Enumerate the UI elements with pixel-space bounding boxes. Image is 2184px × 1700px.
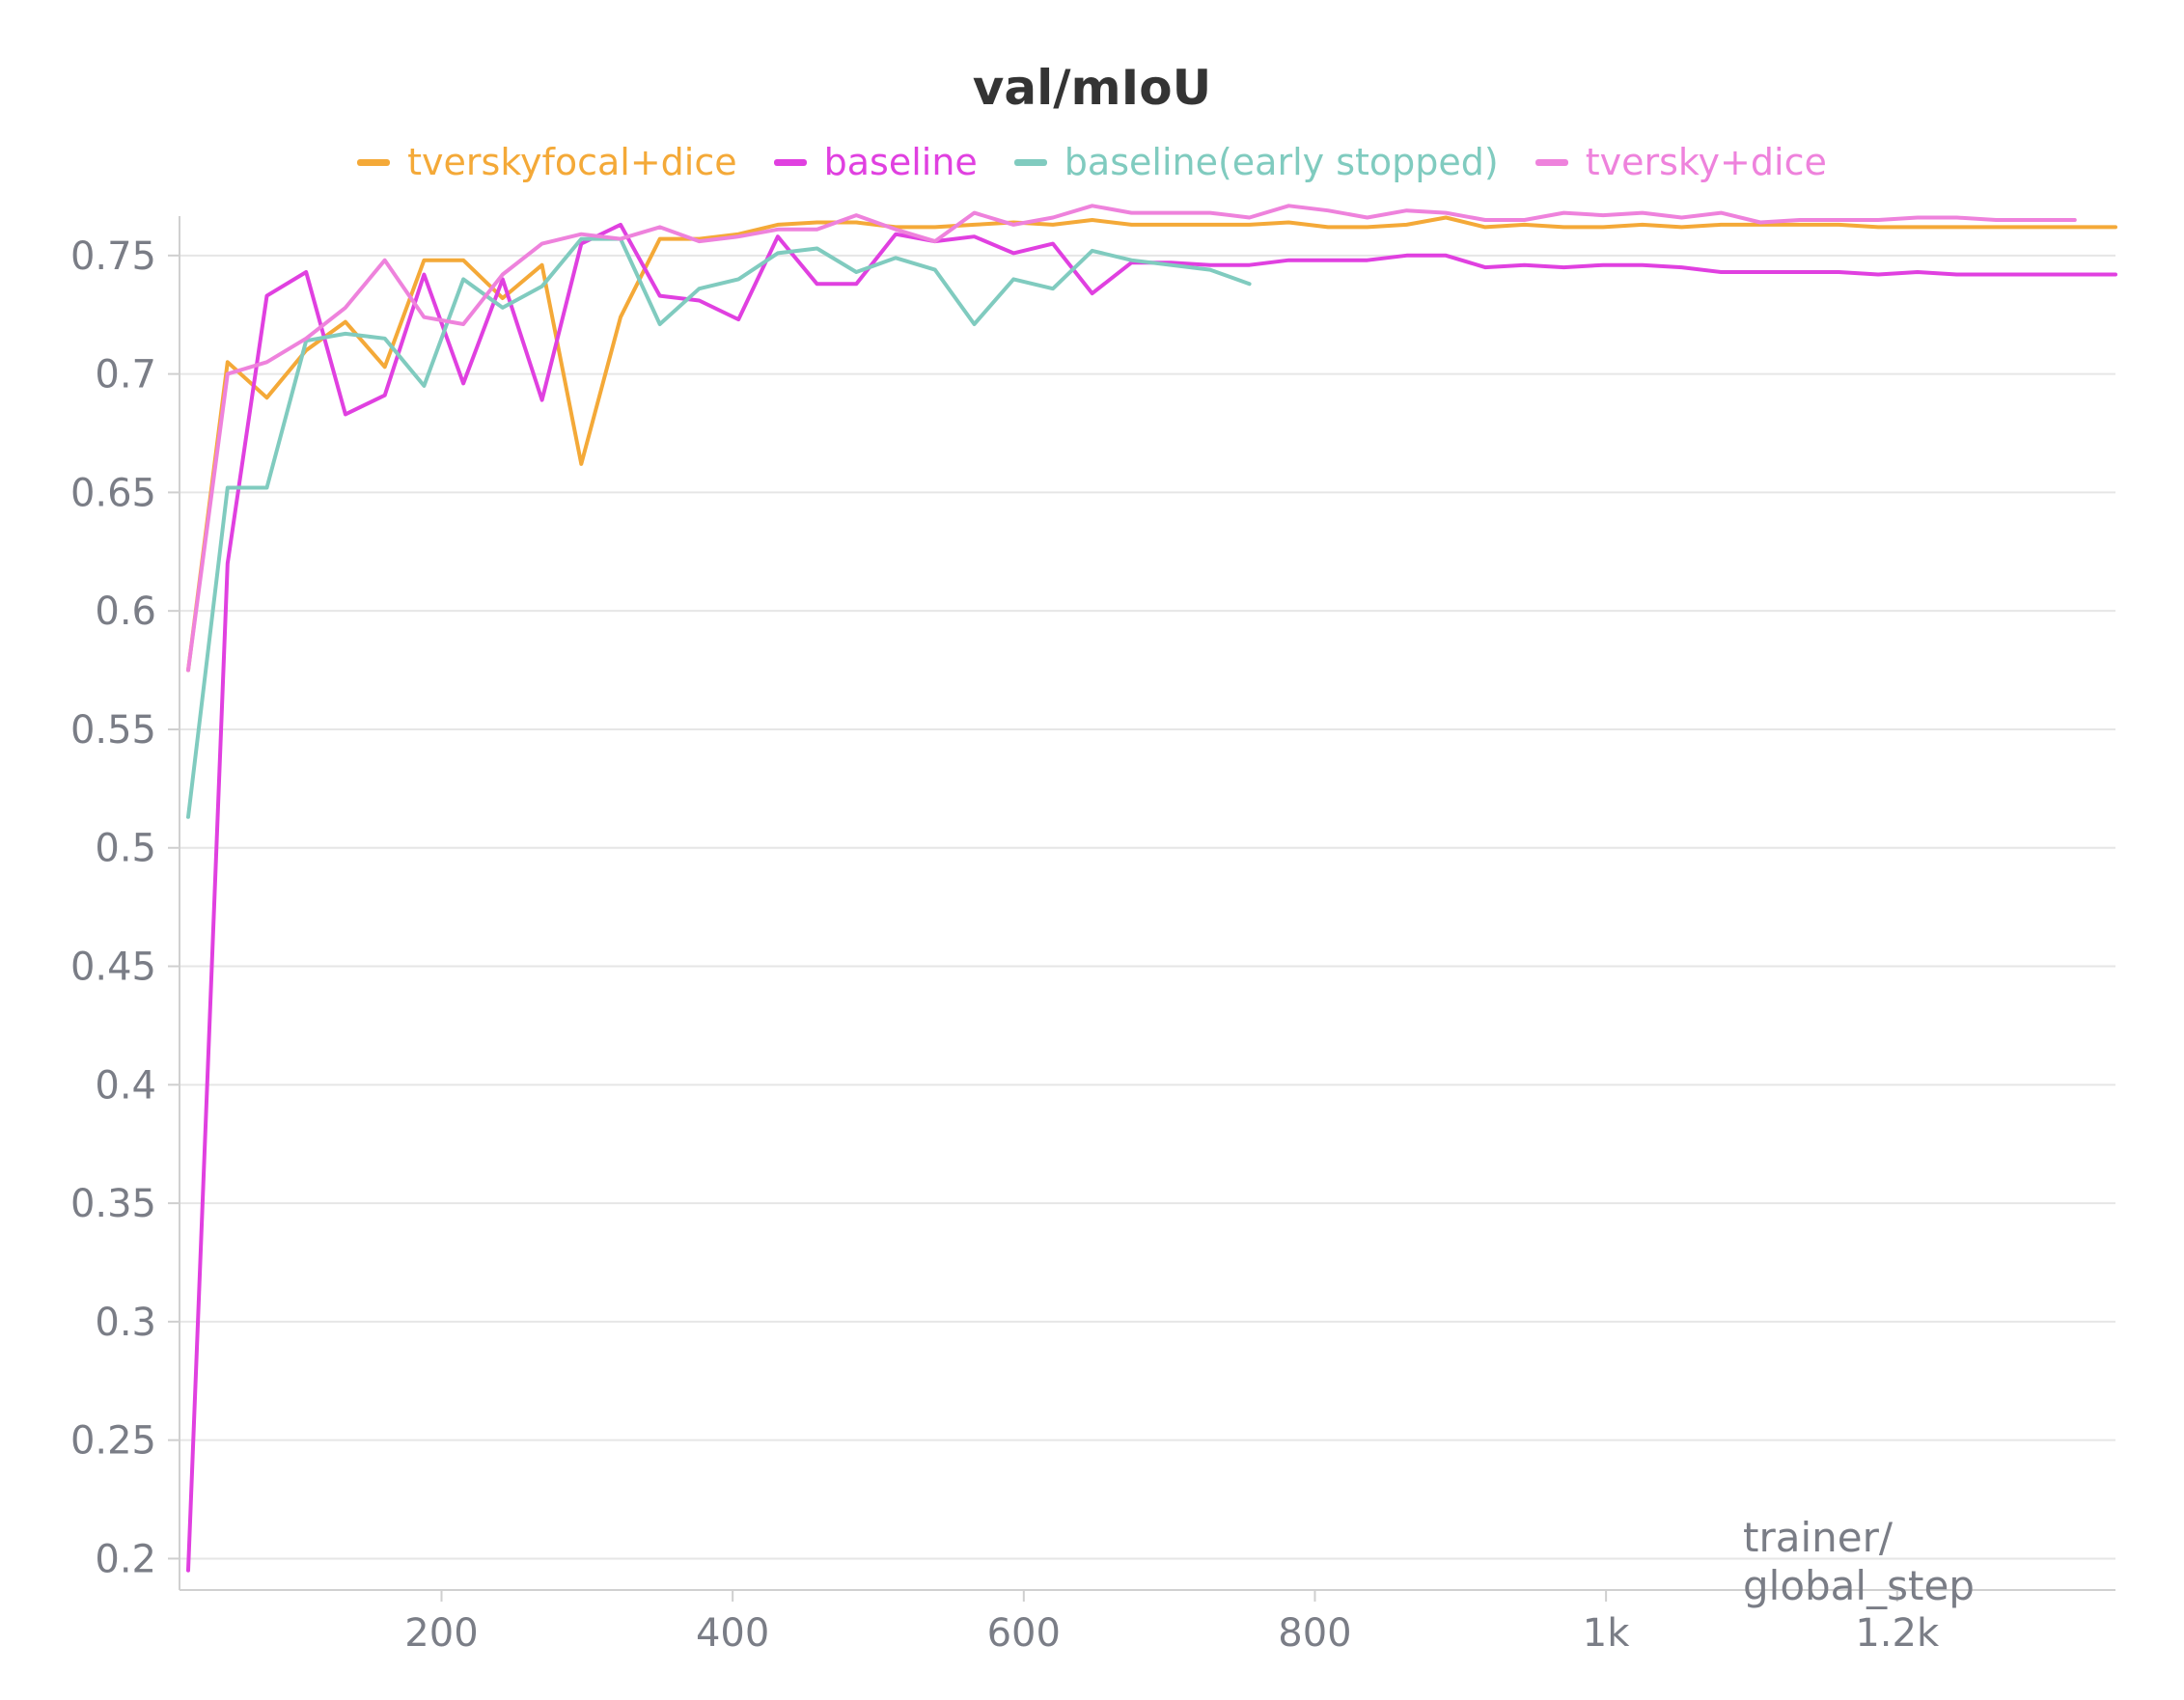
legend-item[interactable]: baseline(early stopped) xyxy=(1013,141,1499,183)
x-tick-label: 600 xyxy=(987,1611,1061,1656)
x-tick-label: 800 xyxy=(1278,1611,1351,1656)
legend-item[interactable]: baseline xyxy=(773,141,978,183)
legend-swatch xyxy=(773,158,807,166)
legend-item[interactable]: tversky+dice xyxy=(1534,141,1827,183)
series-line-baseline xyxy=(186,222,2117,1573)
chart-title: val/mIoU xyxy=(972,60,1212,116)
tick-labels: 0.2 0.25 0.3 0.35 0.4 0.45 0.5 0.55 0.6 0.65 0.7 0.… xyxy=(70,234,1975,1656)
y-tick-label: 0.2 xyxy=(95,1537,156,1581)
legend-swatch xyxy=(1534,158,1568,166)
x-tick-label: 400 xyxy=(696,1611,769,1656)
y-tick-label: 0.6 xyxy=(95,590,156,634)
y-tick-label: 0.5 xyxy=(95,827,156,871)
series-line-tverskyfocal-dice xyxy=(186,215,2117,672)
legend-label: baseline xyxy=(823,141,978,183)
series-line-baseline-early-stopped- xyxy=(186,236,1252,819)
x-tick-label: 1.2k xyxy=(1855,1611,1940,1656)
y-tick-label: 0.75 xyxy=(70,234,156,279)
x-tick-label: 200 xyxy=(404,1611,478,1656)
y-tick-label: 0.55 xyxy=(70,708,156,753)
y-tick-label: 0.3 xyxy=(95,1301,156,1345)
legend-swatch xyxy=(357,158,391,166)
legend-label: tversky+dice xyxy=(1585,141,1827,183)
gridlines xyxy=(180,254,2115,1560)
series-lines xyxy=(186,204,2117,1573)
axes xyxy=(168,216,2115,1602)
legend-swatch xyxy=(1013,158,1047,166)
y-tick-label: 0.45 xyxy=(70,946,156,990)
x-tick-label: 1k xyxy=(1583,1611,1630,1656)
series-line-tversky-dice xyxy=(186,204,2077,672)
legend-label: baseline(early stopped) xyxy=(1064,141,1499,183)
y-tick-label: 0.4 xyxy=(95,1063,156,1108)
x-axis-title: trainer/global_step xyxy=(1743,1514,1975,1609)
legend-label: tverskyfocal+dice xyxy=(407,141,737,183)
legend: tverskyfocal+dice baseline baseline(early … xyxy=(0,141,2184,183)
y-tick-label: 0.35 xyxy=(70,1182,156,1226)
y-tick-label: 0.7 xyxy=(95,353,156,398)
y-tick-label: 0.65 xyxy=(70,471,156,515)
legend-item[interactable]: tverskyfocal+dice xyxy=(357,141,737,183)
y-tick-label: 0.25 xyxy=(70,1419,156,1464)
